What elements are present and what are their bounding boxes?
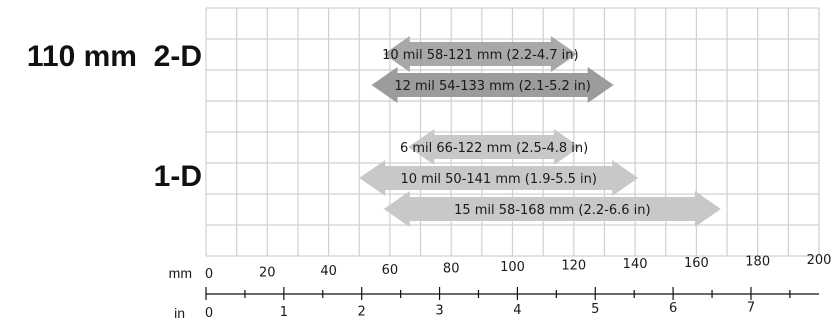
in-tick-label: 2 xyxy=(358,304,366,319)
arrow-label: 6 mil 66-122 mm (2.5-4.8 in) xyxy=(400,141,588,156)
arrow-label: 12 mil 54-133 mm (2.1-5.2 in) xyxy=(394,79,591,94)
label-110mm-2d: 110 mm 2-D xyxy=(27,42,202,72)
in-tick-label: 4 xyxy=(513,303,521,318)
in-tick-label: 7 xyxy=(747,300,755,315)
in-tick-label: 0 xyxy=(205,306,213,321)
mm-axis: mm 0 20 40 60 80 100 120 140 160 180 200 xyxy=(169,253,832,282)
label-110mm: 110 mm xyxy=(26,40,137,73)
mm-tick-label: 20 xyxy=(259,266,276,281)
mm-tick-label: 200 xyxy=(807,253,832,268)
arrow-label: 15 mil 58-168 mm (2.2-6.6 in) xyxy=(454,203,651,218)
mm-tick-label: 80 xyxy=(443,261,460,276)
label-1d: 1-D xyxy=(153,160,202,193)
in-tick-label: 5 xyxy=(591,302,599,317)
in-axis: in 0 1 2 3 4 5 6 7 xyxy=(174,287,819,321)
range-arrows: 10 mil 58-121 mm (2.2-4.7 in) 12 mil 54-1… xyxy=(359,36,721,227)
mm-tick-label: 0 xyxy=(205,267,213,282)
in-tick-label: 3 xyxy=(435,304,443,319)
arrow-label: 10 mil 50-141 mm (1.9-5.5 in) xyxy=(400,172,597,187)
arrow-shape xyxy=(383,191,721,227)
in-tick-label: 1 xyxy=(280,305,288,320)
mm-tick-label: 40 xyxy=(320,264,337,279)
mm-tick-label: 160 xyxy=(684,256,709,271)
range-arrow-2d: 10 mil 58-121 mm (2.2-4.7 in) xyxy=(382,36,579,72)
label-2d: 2-D xyxy=(153,40,202,73)
arrow-shape xyxy=(359,160,639,196)
arrow-shape xyxy=(371,67,614,103)
mm-tick-label: 60 xyxy=(382,263,399,278)
range-arrow-1d: 6 mil 66-122 mm (2.5-4.8 in) xyxy=(400,129,588,165)
mm-tick-label: 140 xyxy=(623,257,648,272)
arrow-shape xyxy=(408,129,580,165)
in-unit-label: in xyxy=(174,305,185,321)
mm-tick-label: 180 xyxy=(745,254,770,269)
mm-tick-label: 120 xyxy=(561,259,586,274)
arrow-shape xyxy=(383,36,577,72)
mm-tick-label: 100 xyxy=(500,260,525,275)
range-arrow-1d: 10 mil 50-141 mm (1.9-5.5 in) xyxy=(359,160,639,196)
arrow-label: 10 mil 58-121 mm (2.2-4.7 in) xyxy=(382,48,579,63)
in-tick-label: 6 xyxy=(669,301,677,316)
range-arrow-1d: 15 mil 58-168 mm (2.2-6.6 in) xyxy=(383,191,721,227)
range-arrow-2d: 12 mil 54-133 mm (2.1-5.2 in) xyxy=(371,67,614,103)
mm-unit-label: mm xyxy=(169,265,192,281)
